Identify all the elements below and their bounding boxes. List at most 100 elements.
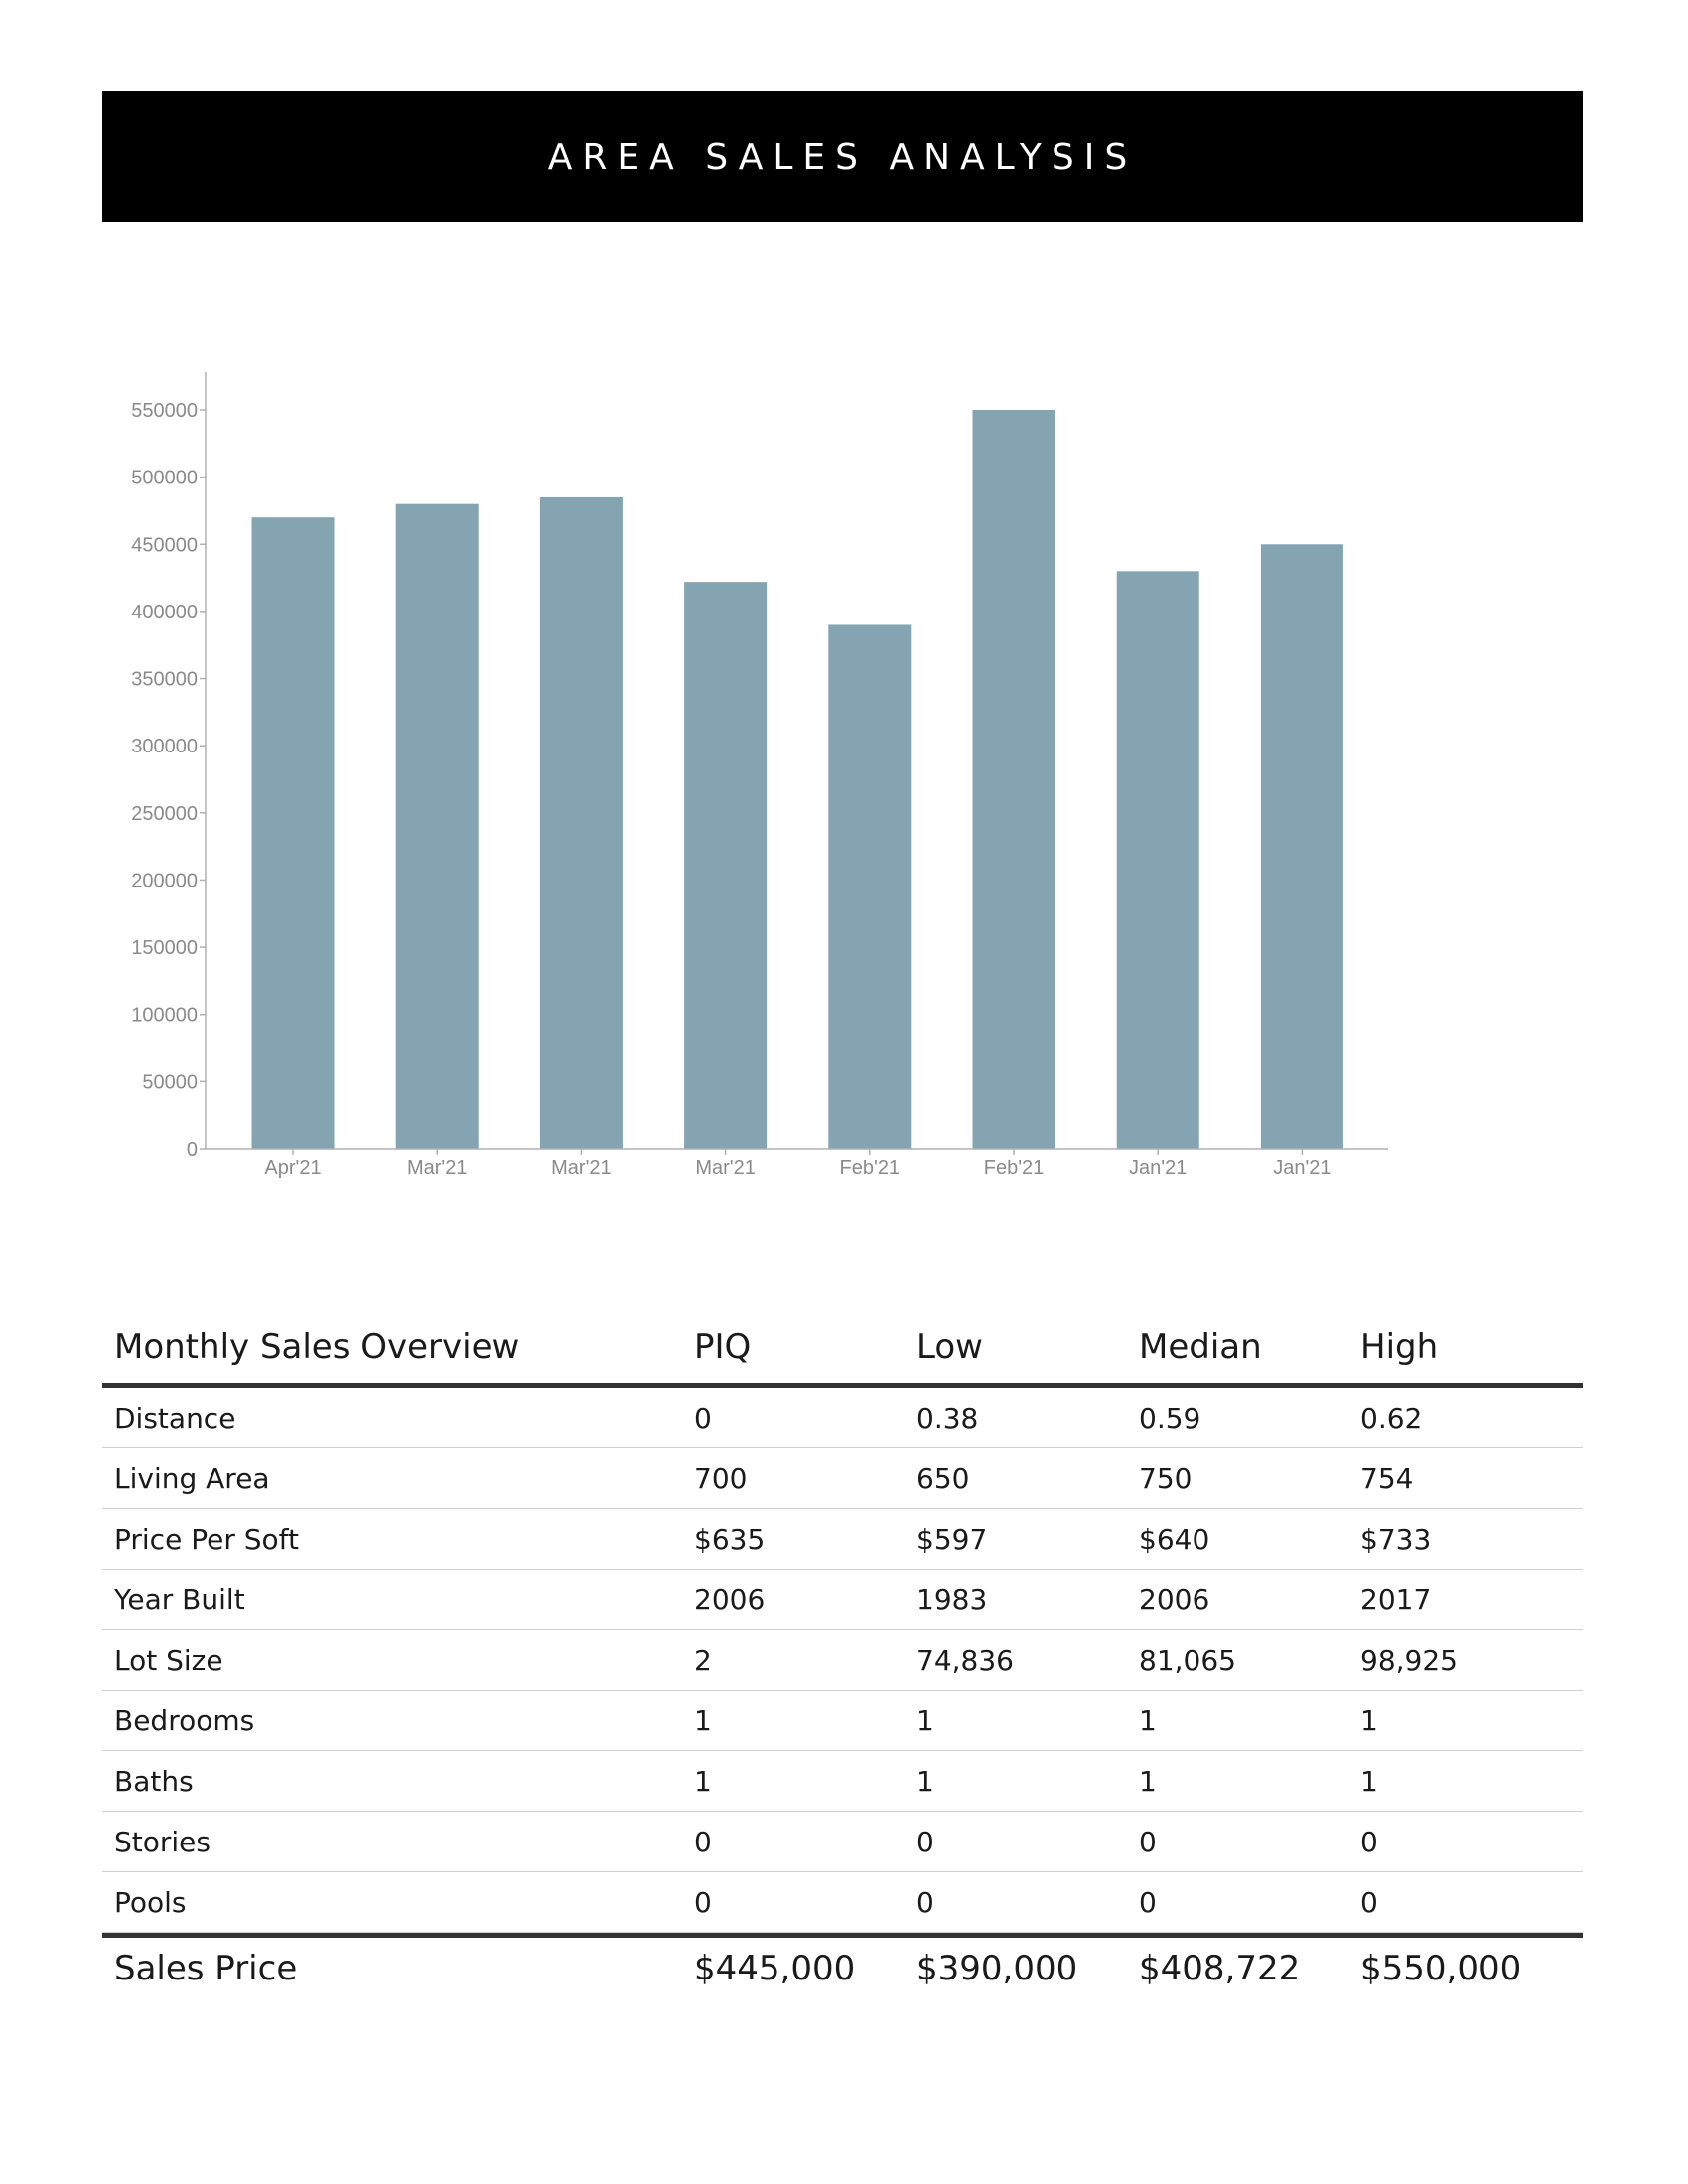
bars (251, 410, 1343, 1150)
table-header-piq: PIQ (694, 1326, 752, 1367)
y-tick-label: 350000 (131, 669, 198, 691)
table-cell: 98,925 (1360, 1643, 1458, 1677)
page-title: AREA SALES ANALYSIS (547, 136, 1138, 178)
table-cell: $733 (1360, 1522, 1432, 1556)
sales-bar-chart: 0 50000 100000 150000 200000 250000 300000 3500… (131, 372, 1388, 1179)
x-tick-label: Mar'21 (551, 1158, 612, 1179)
sales-price-low: $390,000 (916, 1948, 1078, 1988)
table-cell: 1 (694, 1764, 712, 1798)
table-cell: 1 (1139, 1704, 1157, 1737)
table-header-label: Monthly Sales Overview (114, 1326, 520, 1367)
table-cell: 0 (916, 1885, 934, 1919)
y-tick-label: 200000 (131, 870, 198, 891)
x-tick-label: Mar'21 (407, 1158, 468, 1179)
x-tick-label: Jan'21 (1129, 1158, 1187, 1179)
bar (395, 503, 479, 1149)
table-row-label: Stories (114, 1825, 211, 1858)
table-cell: 0 (694, 1885, 712, 1919)
table-cell: 2 (694, 1643, 712, 1677)
table-cell: 750 (1139, 1461, 1193, 1495)
y-tick-label: 300000 (131, 736, 198, 757)
y-tick-label: 50000 (142, 1071, 198, 1093)
y-tick-label: 500000 (131, 468, 198, 489)
table-cell: 0 (694, 1401, 712, 1434)
table-cell: 2017 (1360, 1582, 1432, 1616)
table-row: Living Area 700 650 750 754 (102, 1448, 1583, 1509)
x-tick-label: Jan'21 (1273, 1158, 1331, 1179)
table-cell: 650 (916, 1461, 970, 1495)
table-row-label: Baths (114, 1764, 194, 1798)
table-row: Pools 0 0 0 0 (102, 1872, 1583, 1933)
table-cell: 74,836 (916, 1643, 1014, 1677)
table-cell: 0 (1139, 1825, 1157, 1858)
bar (828, 624, 912, 1149)
bar (251, 517, 335, 1149)
table-cell: 2006 (694, 1582, 766, 1616)
x-tick-label: Feb'21 (840, 1158, 901, 1179)
table-row: Price Per Soft $635 $597 $640 $733 (102, 1509, 1583, 1570)
y-tick-label: 250000 (131, 803, 198, 825)
table-cell: 1 (916, 1764, 934, 1798)
x-tick-label: Mar'21 (695, 1158, 756, 1179)
sales-price-high: $550,000 (1360, 1948, 1522, 1988)
y-tick-label: 400000 (131, 602, 198, 623)
y-tick-label: 550000 (131, 400, 198, 422)
table-header-high: High (1360, 1326, 1439, 1367)
table-body: Distance 0 0.38 0.59 0.62 Living Area 700 650 75… (102, 1388, 1583, 1933)
table-cell: 81,065 (1139, 1643, 1236, 1677)
x-tick-label: Feb'21 (984, 1158, 1045, 1179)
x-tick-label: Apr'21 (264, 1158, 321, 1179)
table-row-label: Distance (114, 1401, 236, 1434)
table-row: Lot Size 2 74,836 81,065 98,925 (102, 1630, 1583, 1691)
table-cell: $635 (694, 1522, 766, 1556)
table-cell: 700 (694, 1461, 748, 1495)
table-cell: 1983 (916, 1582, 988, 1616)
bar (972, 410, 1055, 1149)
y-tick-label: 100000 (131, 1005, 198, 1026)
x-axis: Apr'21 Mar'21 Mar'21 Mar'21 Feb'21 Feb'21 Jan'… (206, 1148, 1388, 1179)
table-cell: 754 (1360, 1461, 1414, 1495)
table-cell: 1 (1360, 1764, 1378, 1798)
y-tick-label: 0 (187, 1139, 198, 1160)
table-header-row: Monthly Sales Overview PIQ Low Median Hi… (102, 1310, 1583, 1388)
table-cell: 1 (1360, 1704, 1378, 1737)
bar (539, 496, 623, 1150)
sales-price-label: Sales Price (114, 1948, 298, 1988)
table-row: Baths 1 1 1 1 (102, 1751, 1583, 1812)
table-cell: 1 (694, 1704, 712, 1737)
y-tick-label: 450000 (131, 534, 198, 556)
table-cell: 0 (916, 1825, 934, 1858)
sales-price-piq: $445,000 (694, 1948, 856, 1988)
table-cell: 0 (1139, 1885, 1157, 1919)
table-row: Stories 0 0 0 0 (102, 1812, 1583, 1872)
table-cell: 0.62 (1360, 1401, 1423, 1434)
y-tick-label: 150000 (131, 937, 198, 959)
sales-price-median: $408,722 (1139, 1948, 1301, 1988)
table-cell: 0.59 (1139, 1401, 1201, 1434)
table-footer-row: Sales Price $445,000 $390,000 $408,722 $… (102, 1933, 1583, 1998)
table-cell: 0.38 (916, 1401, 979, 1434)
table-cell: 0 (1360, 1825, 1378, 1858)
monthly-sales-table: Monthly Sales Overview PIQ Low Median Hi… (102, 1310, 1583, 1998)
table-cell: $597 (916, 1522, 988, 1556)
table-cell: $640 (1139, 1522, 1210, 1556)
bar (684, 582, 768, 1149)
table-cell: 0 (694, 1825, 712, 1858)
table-cell: 1 (916, 1704, 934, 1737)
table-row-label: Pools (114, 1885, 187, 1919)
table-row: Distance 0 0.38 0.59 0.62 (102, 1388, 1583, 1448)
bar (1116, 571, 1199, 1149)
y-axis: 0 50000 100000 150000 200000 250000 300000 3500… (131, 372, 207, 1160)
table-row-label: Living Area (114, 1461, 270, 1495)
table-row-label: Price Per Soft (114, 1522, 299, 1556)
table-row: Bedrooms 1 1 1 1 (102, 1691, 1583, 1751)
table-cell: 0 (1360, 1885, 1378, 1919)
table-header-median: Median (1139, 1326, 1262, 1367)
table-cell: 2006 (1139, 1582, 1210, 1616)
table-row-label: Year Built (114, 1582, 245, 1616)
table-cell: 1 (1139, 1764, 1157, 1798)
header-banner: AREA SALES ANALYSIS (102, 91, 1583, 222)
table-row: Year Built 2006 1983 2006 2017 (102, 1570, 1583, 1630)
table-row-label: Lot Size (114, 1643, 223, 1677)
table-row-label: Bedrooms (114, 1704, 255, 1737)
